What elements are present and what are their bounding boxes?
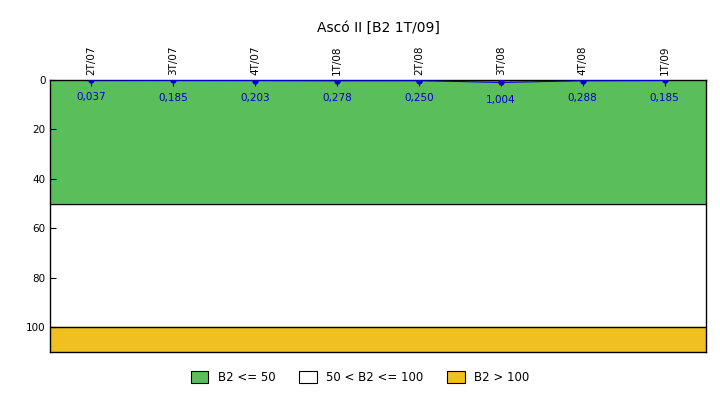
Legend: B2 <= 50, 50 < B2 <= 100, B2 > 100: B2 <= 50, 50 < B2 <= 100, B2 > 100: [185, 365, 535, 390]
Text: 0,288: 0,288: [568, 93, 598, 103]
Text: 0,037: 0,037: [76, 92, 106, 102]
Text: 1,004: 1,004: [486, 95, 516, 105]
Text: 0,203: 0,203: [240, 93, 270, 103]
Text: 0,250: 0,250: [404, 93, 433, 103]
Text: 0,278: 0,278: [322, 93, 352, 103]
Title: Ascó II [B2 1T/09]: Ascó II [B2 1T/09]: [317, 20, 439, 34]
Text: 0,185: 0,185: [158, 93, 188, 103]
Text: 0,185: 0,185: [649, 93, 680, 103]
